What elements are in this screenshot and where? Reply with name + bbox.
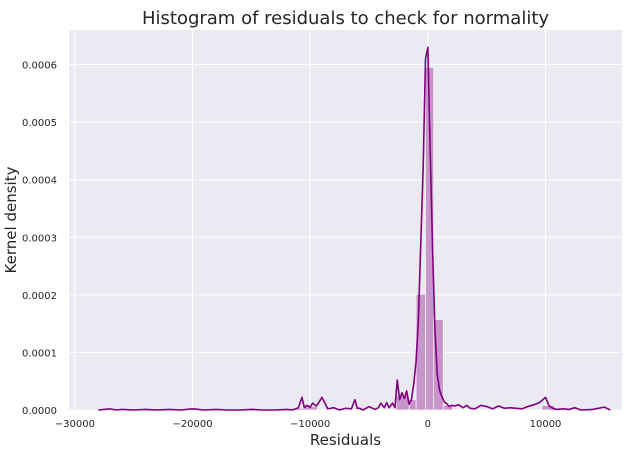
y-tick-label: 0.0002 [22, 291, 57, 302]
x-tick-label: −30000 [55, 419, 95, 430]
x-tick-labels: −30000 −20000 −10000 0 10000 [55, 419, 562, 430]
x-tick-label: 10000 [530, 419, 562, 430]
plot-background [69, 30, 622, 410]
y-axis-title: Kernel density [2, 166, 20, 273]
y-tick-label: 0.0006 [22, 61, 57, 72]
histogram-bar [415, 293, 426, 411]
y-tick-label: 0.0004 [22, 176, 57, 187]
histogram-bar [433, 319, 444, 411]
histogram-bar [425, 67, 435, 411]
x-tick-label: 0 [425, 419, 431, 430]
x-axis-title: Residuals [310, 431, 381, 449]
kde-curve [98, 46, 611, 411]
y-tick-label: 0.0005 [22, 118, 57, 129]
y-tick-label: 0.0003 [22, 233, 57, 244]
x-tick-label: −20000 [172, 419, 212, 430]
kde-line [98, 46, 611, 411]
x-tick-label: −10000 [290, 419, 330, 430]
chart-title: Histogram of residuals to check for norm… [142, 8, 549, 29]
y-tick-labels: 0.0000 0.0001 0.0002 0.0003 0.0004 0.0005 0.00… [22, 61, 57, 417]
y-tick-label: 0.0000 [22, 406, 57, 417]
y-tick-label: 0.0001 [22, 348, 57, 359]
